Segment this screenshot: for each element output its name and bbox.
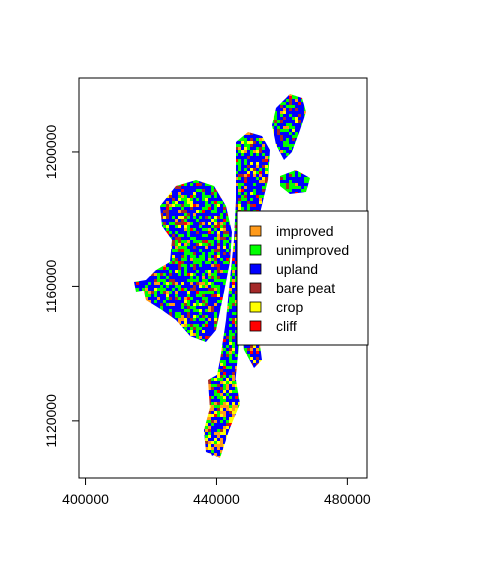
legend-swatch <box>249 263 262 275</box>
x-tick-label: 440000 <box>193 491 240 507</box>
legend-swatch <box>249 301 262 313</box>
legend-swatch <box>249 282 262 294</box>
y-tick-label: 1160000 <box>43 259 59 313</box>
x-tick-label: 480000 <box>324 491 371 507</box>
legend-swatch <box>249 320 262 332</box>
legend-label: improved <box>276 223 334 239</box>
legend-label: upland <box>276 261 318 277</box>
y-tick-label: 1120000 <box>43 394 59 448</box>
x-axis: 400000 440000 480000 <box>62 477 371 507</box>
legend-label: crop <box>276 299 303 315</box>
legend-swatch <box>249 225 262 237</box>
legend: improved unimproved upland bare peat crop cli… <box>236 210 369 346</box>
x-tick-label: 400000 <box>62 491 109 507</box>
legend-label: cliff <box>276 318 297 334</box>
y-tick-label: 1200000 <box>43 124 59 179</box>
legend-swatch <box>249 244 262 256</box>
legend-label: unimproved <box>276 242 349 258</box>
legend-label: bare peat <box>276 280 335 296</box>
y-axis: 1120000 1160000 1200000 <box>43 124 80 448</box>
